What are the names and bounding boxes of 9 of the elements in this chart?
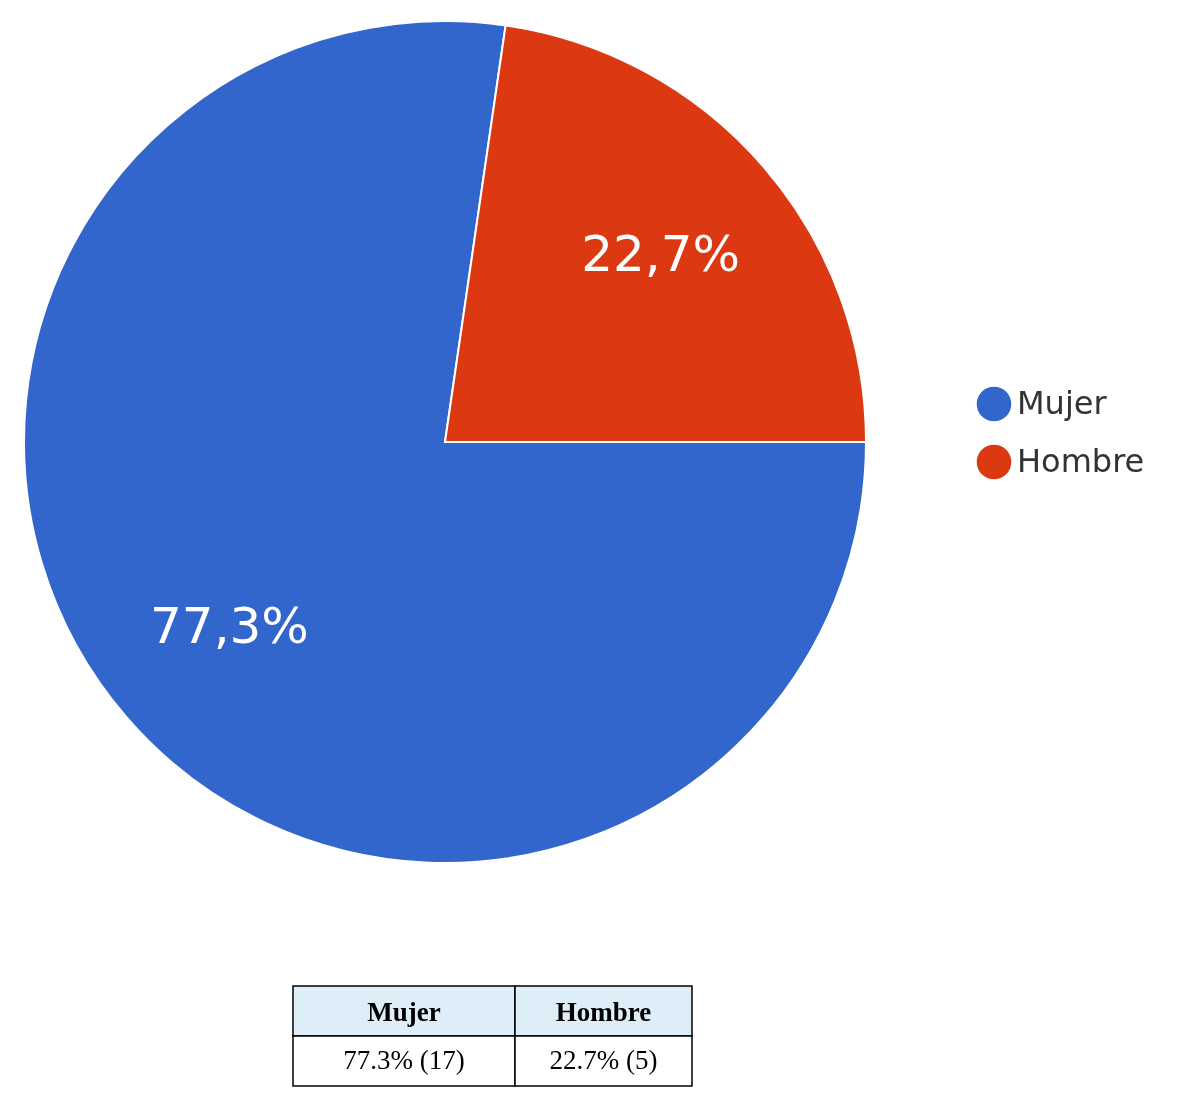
legend-label: Mujer	[1017, 384, 1108, 422]
category-label: Hombre	[555, 997, 652, 1027]
pie-slice	[23, 20, 867, 864]
legend-label: Hombre	[1017, 442, 1145, 480]
text: 22.7% (5)	[549, 1045, 658, 1075]
slice-label: Mujer	[367, 997, 441, 1027]
data-label: 77,3%	[150, 597, 309, 656]
data-label: 22,7%	[581, 224, 740, 283]
text: 77.3% (17)	[343, 1045, 465, 1075]
